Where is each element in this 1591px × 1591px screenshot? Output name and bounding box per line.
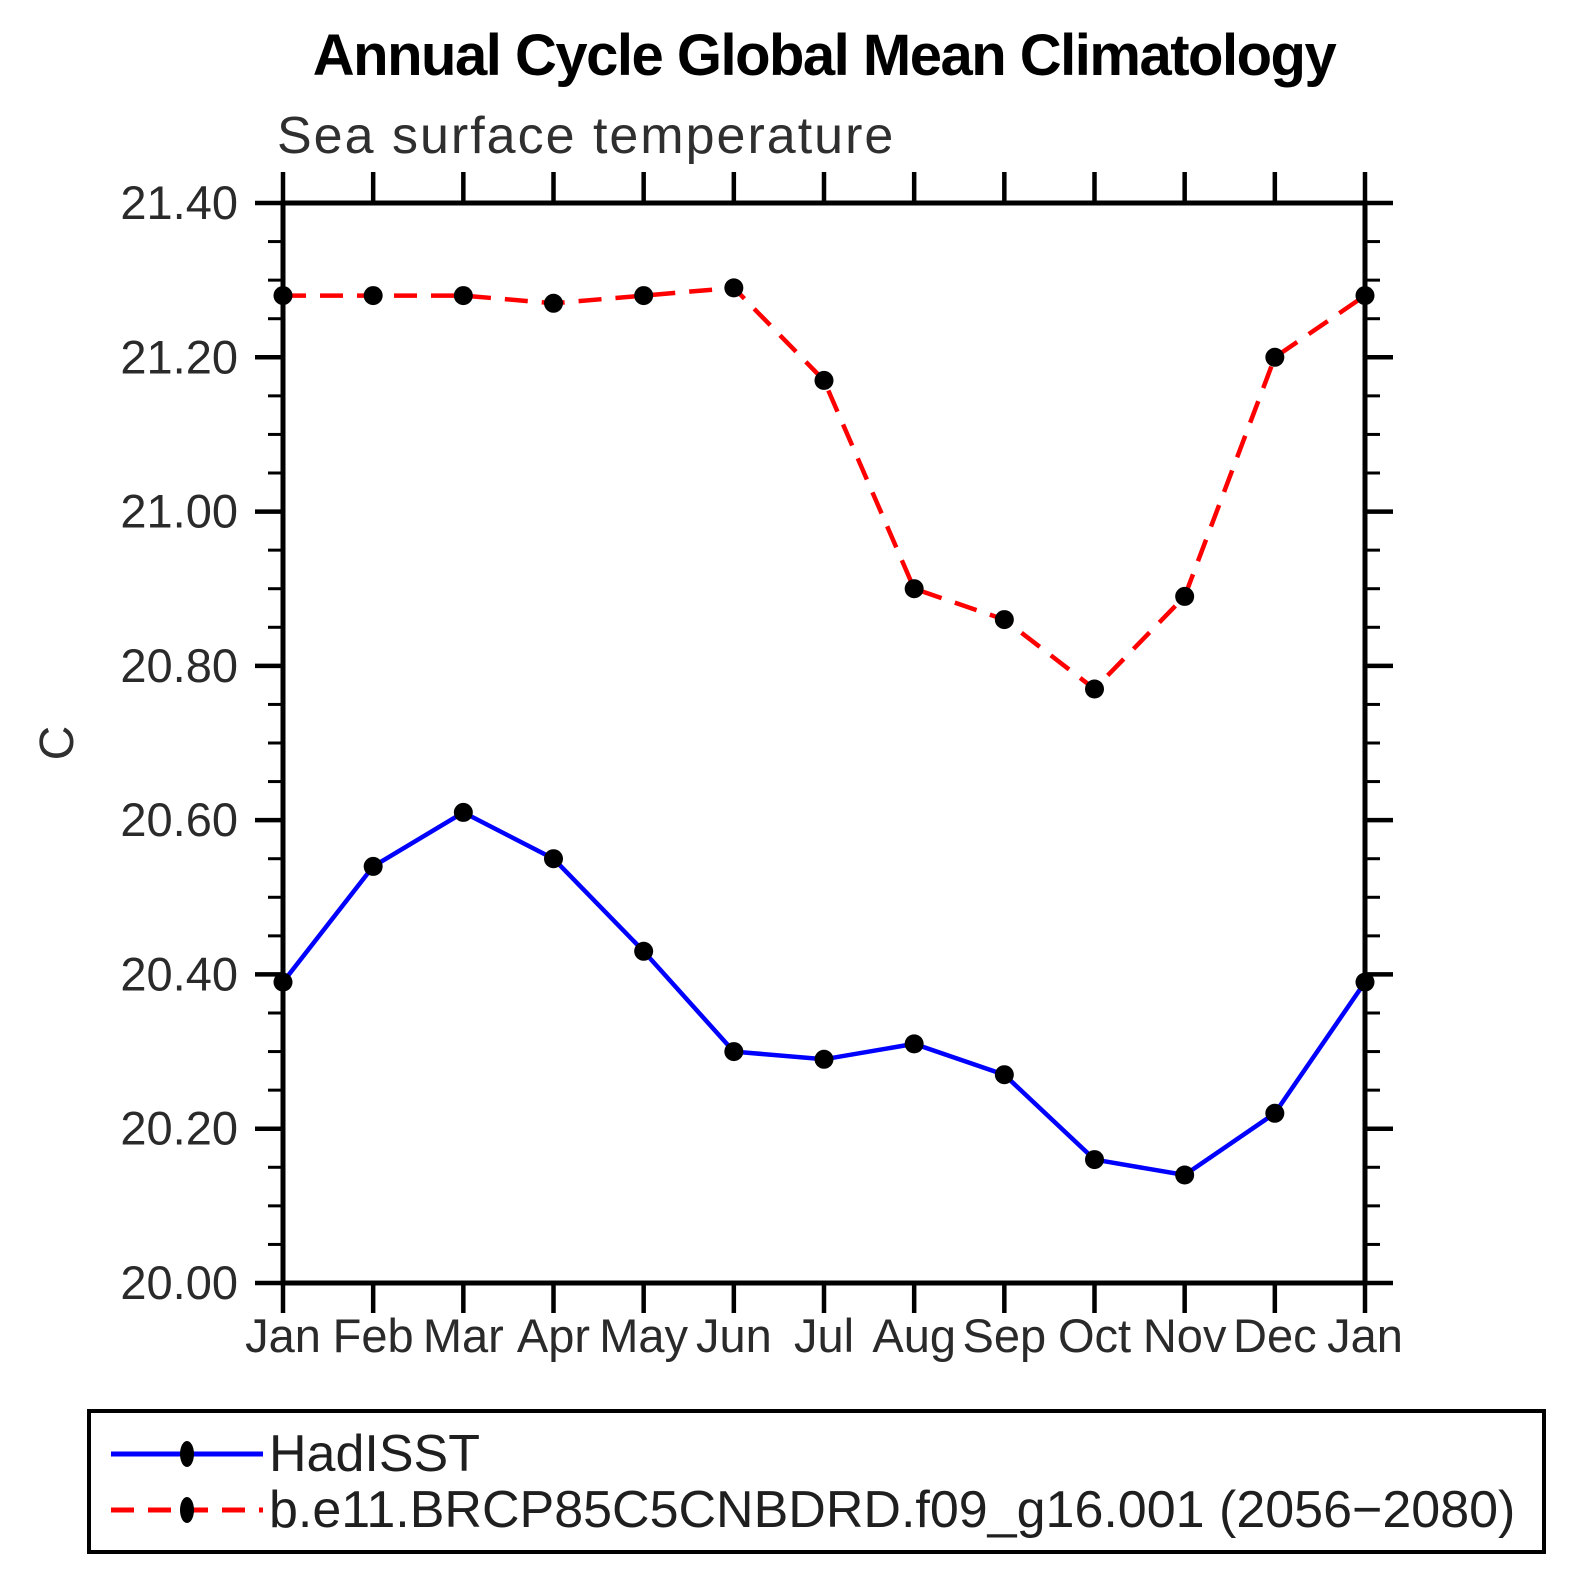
data-point-s1 [273,286,293,306]
y-tick-label: 20.40 [120,947,238,1000]
data-point-s0 [904,1034,924,1054]
legend-dashed-line-icon [111,1496,263,1523]
series-line-1 [283,285,1367,693]
y-tick-label: 20.20 [120,1102,238,1155]
data-point-s0 [814,1049,834,1069]
data-point-s0 [453,802,473,822]
data-point-s1 [724,278,744,298]
data-point-s1 [1085,679,1104,699]
x-tick-label: Oct [1058,1309,1131,1362]
legend: HadISST b.e11.BRCP85C5CNBDRD.f09_g16.001… [87,1409,1546,1554]
y-tick-label: 20.60 [120,793,238,846]
data-point-s1 [544,293,563,313]
chart-subtitle: Sea surface temperature [277,107,896,165]
y-axis-title: C [30,725,84,761]
data-point-s0 [994,1065,1014,1085]
chart-title: Annual Cycle Global Mean Climatology [312,23,1337,88]
data-point-s0 [1265,1103,1285,1123]
legend-label-model: b.e11.BRCP85C5CNBDRD.f09_g16.001 (2056−2… [269,1480,1516,1539]
data-point-s1 [1265,347,1285,367]
data-point-s0 [544,849,563,869]
series-line-0 [281,809,1367,1178]
data-point-s1 [453,286,473,306]
x-tick-label: Sep [963,1309,1047,1362]
x-tick-label: Jun [696,1309,772,1362]
legend-solid-line-icon [111,1440,263,1467]
x-tick-label: May [599,1309,688,1362]
y-tick-label: 21.00 [120,485,238,538]
x-tick-label: Aug [872,1309,956,1362]
y-tick-label: 20.80 [120,639,238,692]
data-point-s0 [634,941,654,961]
data-point-s0 [1355,972,1375,992]
x-tick-label: Mar [423,1309,504,1362]
data-point-s0 [273,972,293,992]
data-point-s1 [904,579,924,599]
data-point-s1 [814,370,834,390]
x-tick-label: Dec [1233,1309,1317,1362]
y-tick-label: 21.20 [120,330,238,383]
legend-label-hadisst: HadISST [269,1424,480,1483]
data-point-s1 [994,610,1014,630]
data-point-s1 [363,286,383,306]
x-tick-label: Jan [245,1309,321,1362]
legend-item-hadisst: HadISST [107,1426,1542,1482]
data-point-s0 [363,856,383,876]
x-tick-label: Apr [517,1309,590,1362]
y-tick-label: 20.00 [120,1256,238,1309]
data-point-s1 [1355,286,1375,306]
data-point-s1 [1175,586,1195,606]
legend-item-model: b.e11.BRCP85C5CNBDRD.f09_g16.001 (2056−2… [107,1482,1542,1538]
x-tick-label: Jul [794,1309,854,1362]
data-point-s1 [634,286,654,306]
x-tick-label: Nov [1143,1309,1227,1362]
data-point-s0 [724,1042,744,1062]
y-tick-label: 21.40 [120,176,238,229]
x-tick-label: Jan [1327,1309,1403,1362]
data-point-s0 [1175,1165,1195,1185]
plot-border [280,200,1368,1286]
data-point-s0 [1085,1150,1104,1170]
x-tick-label: Feb [333,1309,414,1362]
